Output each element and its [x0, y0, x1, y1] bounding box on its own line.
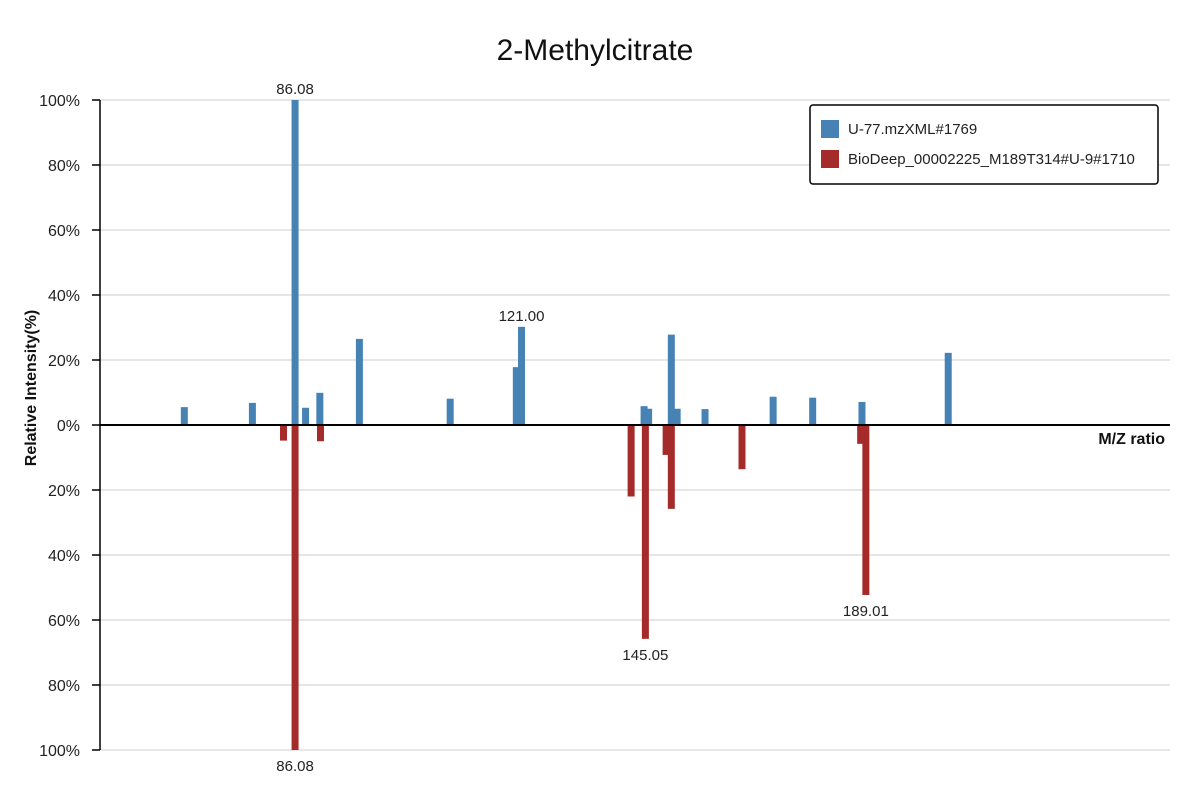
x-axis-label: M/Z ratio [1098, 431, 1165, 448]
bar-top[interactable] [673, 408, 681, 425]
bar-top[interactable] [640, 406, 648, 425]
bar-top[interactable] [701, 409, 709, 425]
bar-top[interactable] [316, 392, 324, 425]
data-label: 86.08 [276, 758, 314, 775]
legend-swatch-top [821, 120, 839, 138]
bar-bottom[interactable] [667, 425, 675, 509]
bar-bottom[interactable] [862, 425, 870, 595]
legend-box [809, 104, 1159, 185]
y-tick-label: 80% [48, 158, 80, 175]
bar-bottom[interactable] [641, 425, 649, 639]
y-tick-labels: 100% 80% 60% 40% 20% 0% 20% 40% 60% 80% 100% [39, 93, 100, 760]
bar-top[interactable] [512, 367, 520, 425]
bar-top[interactable] [809, 397, 817, 425]
bar-top[interactable] [446, 398, 454, 425]
legend-entry-bottom: BioDeep_00002225_M189T314#U-9#1710 [848, 151, 1135, 168]
bar-top[interactable] [645, 408, 653, 425]
data-label: 121.00 [499, 308, 545, 325]
bar-bottom[interactable] [291, 425, 299, 750]
data-label: 189.01 [843, 603, 889, 620]
y-tick-label: 0% [57, 418, 80, 435]
bar-bottom[interactable] [857, 425, 865, 444]
y-axis-label: Relative Intensity(%) [23, 310, 40, 466]
data-labels: 86.08 121.00 86.08 145.05 189.01 [276, 81, 889, 775]
y-tick-label: 40% [48, 548, 80, 565]
grid-lines [100, 99, 1170, 751]
data-label: 86.08 [276, 81, 314, 98]
bar-top[interactable] [858, 401, 866, 425]
bar-bottom[interactable] [738, 425, 746, 470]
legend-entry-top: U-77.mzXML#1769 [848, 121, 977, 138]
chart-title: 2-Methylcitrate [497, 34, 694, 67]
bar-top[interactable] [180, 407, 188, 425]
bar-top[interactable] [302, 407, 310, 425]
data-label: 145.05 [622, 647, 668, 664]
bar-top[interactable] [518, 326, 526, 425]
y-tick-label: 100% [39, 743, 80, 760]
bar-bottom[interactable] [662, 425, 670, 455]
bar-top[interactable] [769, 396, 777, 425]
bar-top[interactable] [944, 352, 952, 425]
legend-swatch-bottom [821, 150, 839, 168]
bars [180, 100, 952, 750]
y-tick-label: 40% [48, 288, 80, 305]
bar-top[interactable] [291, 100, 299, 425]
y-tick-label: 60% [48, 223, 80, 240]
y-tick-label: 20% [48, 353, 80, 370]
bar-bottom[interactable] [280, 425, 288, 441]
bar-bottom[interactable] [627, 425, 635, 497]
y-tick-label: 60% [48, 613, 80, 630]
bar-top[interactable] [667, 334, 675, 425]
bar-top[interactable] [248, 402, 256, 425]
y-tick-label: 100% [39, 93, 80, 110]
bar-bottom[interactable] [316, 425, 324, 442]
bar-top[interactable] [355, 338, 363, 425]
y-tick-label: 20% [48, 483, 80, 500]
y-tick-label: 80% [48, 678, 80, 695]
legend: U-77.mzXML#1769 BioDeep_00002225_M189T31… [809, 104, 1159, 185]
